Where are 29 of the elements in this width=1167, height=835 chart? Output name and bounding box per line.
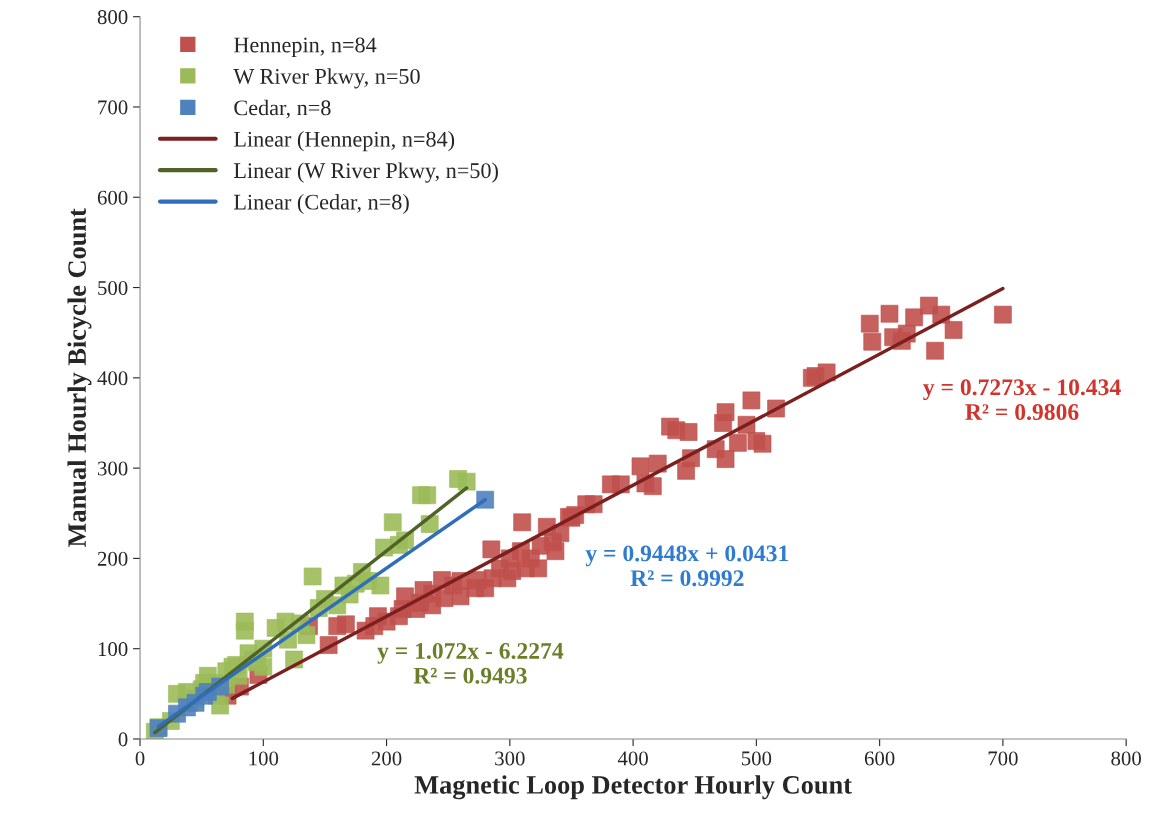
legend-label: W River Pkwy, n=50	[233, 68, 420, 89]
y-tick-label: 100	[98, 642, 128, 657]
x-tick-label: 200	[371, 751, 402, 766]
y-tick-label: 0	[118, 732, 128, 747]
x-tick-label: 100	[249, 751, 279, 766]
y-tick-label: 300	[97, 461, 128, 476]
legend-label: Linear (Hennepin, n=84)	[234, 131, 455, 152]
legend-label: Linear (Cedar, n=8)	[234, 193, 409, 215]
annotation: y = 0.7273x - 10.434 R² = 0.9806	[923, 379, 1121, 421]
x-tick-label: 400	[617, 751, 648, 766]
legend-label: Cedar, n=8	[234, 99, 331, 119]
y-axis-title: Manual Hourly Bicycle Count	[67, 208, 92, 548]
x-tick-label: 500	[741, 751, 772, 766]
y-tick-label: 700	[98, 100, 128, 115]
x-tick-label: 0	[135, 751, 145, 766]
x-tick-label: 600	[864, 751, 895, 766]
x-axis-title: Magnetic Loop Detector Hourly Count	[414, 775, 852, 800]
legend-label: Hennepin, n=84	[234, 37, 377, 57]
x-tick-label: 800	[1111, 751, 1141, 766]
y-tick-label: 400	[97, 371, 128, 386]
annotation: y = 1.072x - 6.2274 R² = 0.9493	[377, 642, 564, 684]
legend-label: Linear (W River Pkwy, n=50)	[234, 162, 498, 183]
annotation: y = 0.9448x + 0.0431 R² = 0.9992	[585, 545, 789, 587]
x-tick-label: 300	[495, 751, 525, 766]
y-tick-label: 800	[97, 10, 128, 25]
x-tick-label: 700	[988, 751, 1018, 766]
y-tick-label: 600	[97, 190, 128, 205]
y-tick-label: 500	[98, 280, 128, 295]
y-tick-label: 200	[97, 551, 128, 566]
